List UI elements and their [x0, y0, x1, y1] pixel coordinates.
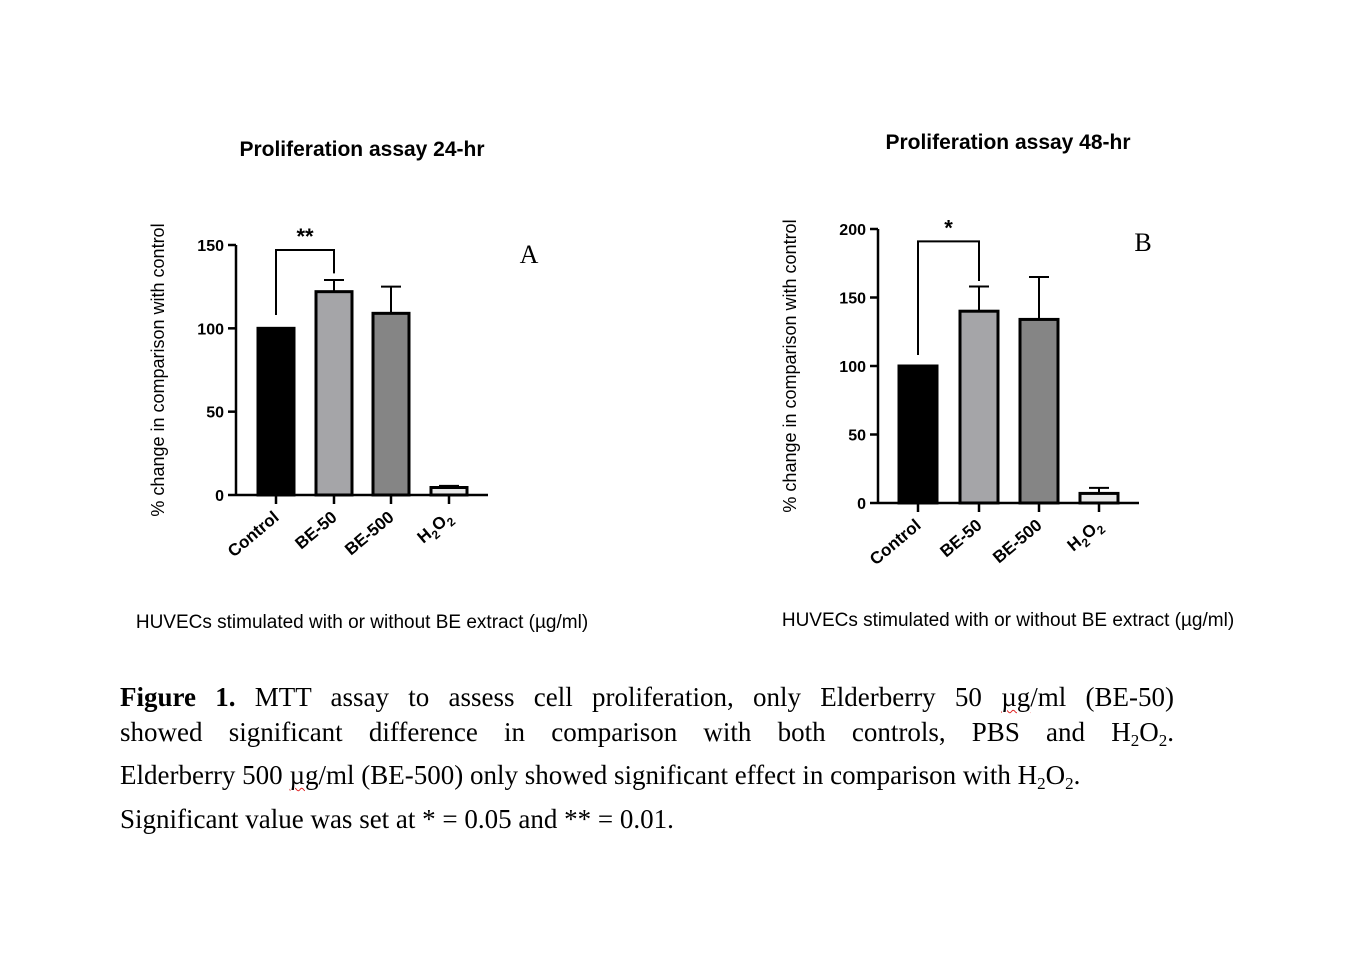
caption-figure-label: Figure 1. [120, 682, 236, 712]
chart-a-category-label: BE-50 [291, 508, 340, 554]
chart-a-y-tick-label: 150 [197, 238, 224, 255]
chart-a-category-label: BE-500 [341, 508, 397, 560]
caption-line-1: Figure 1. MTT assay to assess cell proli… [120, 680, 1174, 715]
chart-b-bar [1078, 491, 1120, 505]
chart-a-significance-label: ** [296, 224, 314, 249]
caption-line-3: Elderberry 500 µg/ml (BE-500) only showe… [120, 760, 1081, 793]
chart-b-plot-area: 0 50 100 150 200 Control BE-50 BE-500 H2O2 * [839, 215, 1139, 569]
chart-a-category-label: H2O2 [414, 507, 459, 550]
chart-a: Proliferation assay 24-hr % change in co… [136, 138, 588, 633]
chart-a-y-tick-label: 50 [206, 405, 224, 422]
chart-b-y-tick-label: 0 [857, 496, 866, 513]
chart-a-y-tick-label: 0 [215, 488, 224, 505]
chart-b-category-label: H2O2 [1064, 515, 1109, 558]
chart-b-y-tick-label: 100 [839, 359, 866, 376]
chart-b-category-label: BE-50 [936, 516, 985, 562]
chart-b-y-tick-label: 50 [848, 428, 866, 445]
chart-b-bar [897, 364, 939, 505]
chart-a-plot-area: 0 50 100 150 Control BE-50 BE-500 H2O2 ** [197, 224, 488, 561]
figure-caption: Figure 1. MTT assay to assess cell proli… [120, 680, 1174, 836]
caption-line-1-text: MTT assay to assess cell proliferation, … [254, 682, 1175, 712]
chart-a-y-tick-label: 100 [197, 321, 224, 338]
chart-a-bar [371, 311, 411, 497]
chart-b-title: Proliferation assay 48-hr [885, 131, 1130, 154]
chart-b: Proliferation assay 48-hr % change in co… [780, 131, 1234, 631]
chart-a-significance-bracket [275, 249, 335, 315]
chart-b-x-axis-label: HUVECs stimulated with or without BE ext… [782, 610, 1234, 631]
chart-b-panel-label: B [1134, 228, 1151, 257]
chart-a-y-axis-label: % change in comparison with control [148, 223, 168, 516]
chart-b-bar [958, 309, 1000, 505]
caption-line-2: showed significant difference in compari… [120, 716, 1174, 750]
chart-a-category-label: Control [224, 508, 283, 561]
chart-b-category-label: BE-500 [989, 516, 1045, 568]
chart-a-x-axis-label: HUVECs stimulated with or without BE ext… [136, 612, 588, 633]
chart-a-bar [429, 486, 469, 497]
chart-a-bar [256, 326, 296, 497]
chart-a-panel-label: A [520, 240, 539, 269]
chart-b-y-tick-label: 150 [839, 291, 866, 308]
chart-b-y-tick-label: 200 [839, 222, 866, 239]
chart-a-title: Proliferation assay 24-hr [239, 138, 484, 161]
chart-b-y-axis-label: % change in comparison with control [780, 219, 800, 512]
chart-b-category-label: Control [866, 516, 925, 569]
chart-b-significance-bracket [917, 240, 980, 356]
chart-b-significance-label: * [944, 215, 953, 240]
chart-a-bar [314, 290, 354, 497]
caption-line-4: Significant value was set at * = 0.05 an… [120, 803, 674, 834]
chart-b-bar [1018, 317, 1060, 505]
